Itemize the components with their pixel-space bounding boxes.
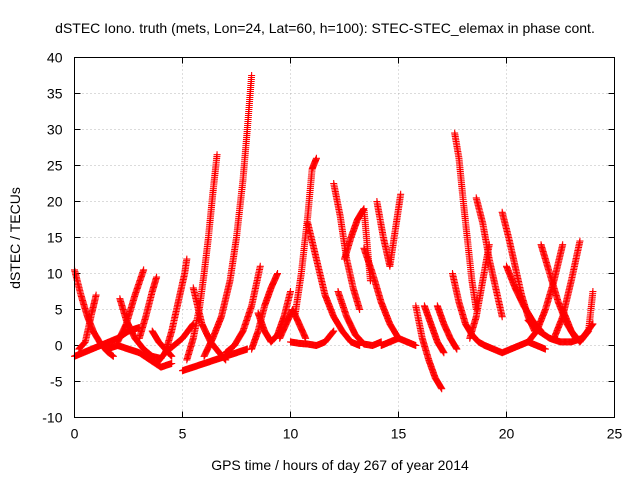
data-point xyxy=(498,313,506,321)
x-tick-label: 20 xyxy=(499,426,515,442)
y-tick-label: 40 xyxy=(47,50,63,66)
data-point xyxy=(412,342,420,349)
y-tick-label: 15 xyxy=(47,230,63,246)
series-18 xyxy=(287,327,338,349)
data-point xyxy=(356,306,364,313)
series-39 xyxy=(550,237,584,342)
series-26 xyxy=(377,334,420,349)
series-5 xyxy=(135,273,161,342)
data-point xyxy=(153,273,161,281)
chart-title: dSTEC Iono. truth (mets, Lon=24, Lat=60,… xyxy=(55,20,595,36)
data-point xyxy=(222,356,230,364)
series-27 xyxy=(412,302,446,393)
series-24 xyxy=(360,244,402,342)
data-point xyxy=(453,345,461,353)
data-point xyxy=(221,355,229,363)
y-tick-label: 30 xyxy=(47,122,63,138)
series-20 xyxy=(304,219,364,349)
data-point xyxy=(140,266,148,274)
data-point xyxy=(166,351,174,359)
x-tick-label: 15 xyxy=(391,426,407,442)
data-point xyxy=(440,349,448,357)
data-point xyxy=(80,339,88,347)
y-tick-label: 35 xyxy=(47,86,63,102)
data-point xyxy=(167,352,175,360)
series-30 xyxy=(451,129,480,313)
data-point xyxy=(248,72,256,79)
data-point xyxy=(220,354,228,362)
data-point xyxy=(274,270,282,277)
data-point xyxy=(312,154,320,162)
series-25 xyxy=(373,190,405,270)
data-point xyxy=(287,288,294,295)
x-tick-label: 5 xyxy=(179,426,187,442)
data-point xyxy=(485,241,493,249)
axis-ticks: 0 5 10 15 20 25 -10 -5 0 5 10 15 20 25 30 35 40 xyxy=(42,50,622,442)
data-point xyxy=(576,237,584,245)
y-tick-label: 0 xyxy=(55,338,63,354)
data-point xyxy=(541,345,549,353)
data-point xyxy=(588,322,596,329)
series-13 xyxy=(200,72,256,360)
data-point xyxy=(330,327,338,335)
y-tick-label: 10 xyxy=(47,266,63,282)
data-point xyxy=(109,352,117,360)
y-tick-label: -10 xyxy=(42,410,62,426)
series-29 xyxy=(433,302,461,353)
data-point xyxy=(588,321,596,329)
data-point xyxy=(397,190,405,198)
series-23 xyxy=(334,288,385,349)
series-41 xyxy=(524,316,597,346)
data-point xyxy=(256,262,264,270)
y-tick-label: 25 xyxy=(47,158,63,174)
data-point xyxy=(589,288,597,295)
x-tick-label: 25 xyxy=(607,426,623,442)
series-14 xyxy=(222,262,264,357)
data-point xyxy=(559,241,567,249)
data-point xyxy=(168,352,176,360)
y-tick-label: -5 xyxy=(50,374,63,390)
data-point xyxy=(328,329,336,337)
data-point xyxy=(109,352,117,360)
data-point xyxy=(438,385,446,393)
x-tick-label: 10 xyxy=(283,426,299,442)
series-4 xyxy=(114,266,148,346)
series-1 xyxy=(75,291,100,353)
data-point xyxy=(589,320,597,328)
data-point xyxy=(108,351,116,359)
data-point xyxy=(183,255,191,263)
x-axis-label: GPS time / hours of day 267 of year 2014 xyxy=(211,457,469,473)
y-tick-label: 5 xyxy=(55,302,63,318)
x-tick-label: 0 xyxy=(71,426,79,442)
series-33 xyxy=(466,241,493,342)
data-point xyxy=(329,328,337,336)
series-12 xyxy=(189,284,230,364)
series-34 xyxy=(481,338,549,357)
data-point xyxy=(213,151,221,159)
data-point xyxy=(168,360,176,367)
data-points xyxy=(71,72,597,393)
series-28 xyxy=(420,302,448,357)
data-point xyxy=(92,291,100,299)
y-axis-label: dSTEC / TECUs xyxy=(7,187,23,289)
plot-frame xyxy=(74,57,615,418)
y-tick-label: 20 xyxy=(47,194,63,210)
